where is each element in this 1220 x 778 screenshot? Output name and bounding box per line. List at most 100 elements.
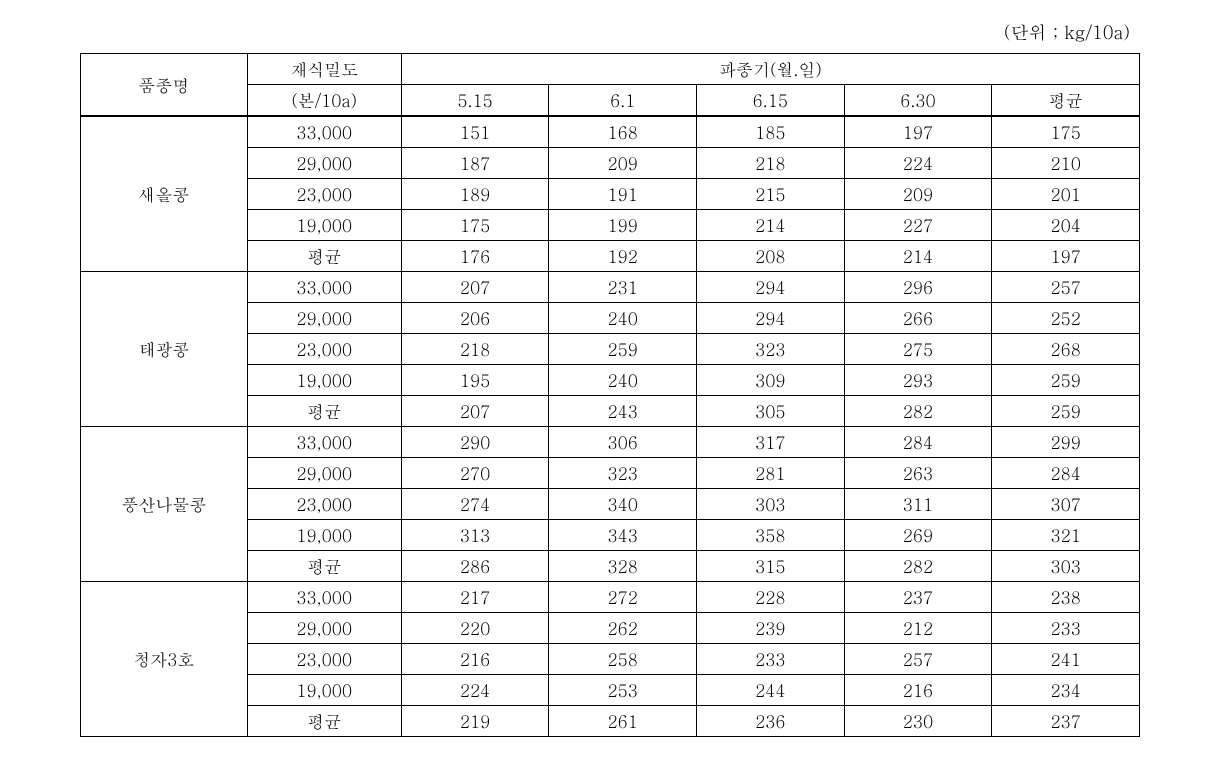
value-cell: 309: [697, 365, 845, 396]
value-cell: 189: [401, 179, 549, 210]
value-cell: 284: [844, 427, 992, 458]
value-cell: 199: [549, 210, 697, 241]
density-cell: 23,000: [247, 179, 401, 210]
header-density-sub: (본/10a): [247, 85, 401, 117]
table-row: 풍산나물콩33,000290306317284299: [81, 427, 1140, 458]
value-cell: 284: [992, 458, 1140, 489]
value-cell: 290: [401, 427, 549, 458]
value-cell: 187: [401, 148, 549, 179]
value-cell: 240: [549, 303, 697, 334]
density-cell: 19,000: [247, 210, 401, 241]
value-cell: 220: [401, 613, 549, 644]
value-cell: 197: [992, 241, 1140, 272]
value-cell: 275: [844, 334, 992, 365]
header-date-1: 6.1: [549, 85, 697, 117]
value-cell: 268: [992, 334, 1140, 365]
value-cell: 209: [549, 148, 697, 179]
value-cell: 240: [549, 365, 697, 396]
value-cell: 317: [697, 427, 845, 458]
value-cell: 299: [992, 427, 1140, 458]
value-cell: 258: [549, 644, 697, 675]
variety-name-cell: 청자3호: [81, 582, 248, 737]
value-cell: 233: [697, 644, 845, 675]
value-cell: 262: [549, 613, 697, 644]
density-cell: 19,000: [247, 520, 401, 551]
value-cell: 307: [992, 489, 1140, 520]
value-cell: 151: [401, 116, 549, 148]
value-cell: 303: [697, 489, 845, 520]
table-body: 새올콩33,00015116818519717529,0001872092182…: [81, 116, 1140, 737]
value-cell: 243: [549, 396, 697, 427]
density-cell: 33,000: [247, 582, 401, 613]
value-cell: 214: [844, 241, 992, 272]
density-cell: 33,000: [247, 272, 401, 303]
value-cell: 282: [844, 396, 992, 427]
value-cell: 263: [844, 458, 992, 489]
value-cell: 286: [401, 551, 549, 582]
value-cell: 305: [697, 396, 845, 427]
density-cell: 33,000: [247, 427, 401, 458]
value-cell: 231: [549, 272, 697, 303]
header-date-3: 6.30: [844, 85, 992, 117]
value-cell: 236: [697, 706, 845, 737]
value-cell: 208: [697, 241, 845, 272]
table-row: 새올콩33,000151168185197175: [81, 116, 1140, 148]
value-cell: 259: [992, 396, 1140, 427]
value-cell: 219: [401, 706, 549, 737]
header-density: 재식밀도: [247, 54, 401, 85]
value-cell: 259: [549, 334, 697, 365]
value-cell: 272: [549, 582, 697, 613]
header-row-1: 품종명 재식밀도 파종기(월.일): [81, 54, 1140, 85]
density-cell: 33,000: [247, 116, 401, 148]
value-cell: 303: [992, 551, 1140, 582]
value-cell: 244: [697, 675, 845, 706]
value-cell: 259: [992, 365, 1140, 396]
value-cell: 293: [844, 365, 992, 396]
density-cell: 19,000: [247, 675, 401, 706]
value-cell: 311: [844, 489, 992, 520]
density-cell: 29,000: [247, 458, 401, 489]
density-cell: 23,000: [247, 489, 401, 520]
value-cell: 192: [549, 241, 697, 272]
value-cell: 313: [401, 520, 549, 551]
value-cell: 234: [992, 675, 1140, 706]
value-cell: 323: [549, 458, 697, 489]
value-cell: 207: [401, 396, 549, 427]
value-cell: 233: [992, 613, 1140, 644]
value-cell: 212: [844, 613, 992, 644]
value-cell: 257: [844, 644, 992, 675]
density-cell: 23,000: [247, 334, 401, 365]
value-cell: 195: [401, 365, 549, 396]
header-average: 평균: [992, 85, 1140, 117]
value-cell: 257: [992, 272, 1140, 303]
value-cell: 207: [401, 272, 549, 303]
value-cell: 237: [992, 706, 1140, 737]
value-cell: 176: [401, 241, 549, 272]
density-cell: 19,000: [247, 365, 401, 396]
value-cell: 175: [401, 210, 549, 241]
density-cell: 평균: [247, 241, 401, 272]
value-cell: 237: [844, 582, 992, 613]
value-cell: 206: [401, 303, 549, 334]
value-cell: 274: [401, 489, 549, 520]
table-row: 태광콩33,000207231294296257: [81, 272, 1140, 303]
density-cell: 23,000: [247, 644, 401, 675]
value-cell: 282: [844, 551, 992, 582]
value-cell: 328: [549, 551, 697, 582]
value-cell: 218: [697, 148, 845, 179]
value-cell: 216: [401, 644, 549, 675]
value-cell: 253: [549, 675, 697, 706]
value-cell: 197: [844, 116, 992, 148]
value-cell: 239: [697, 613, 845, 644]
density-cell: 29,000: [247, 303, 401, 334]
value-cell: 238: [992, 582, 1140, 613]
value-cell: 224: [844, 148, 992, 179]
value-cell: 175: [992, 116, 1140, 148]
value-cell: 358: [697, 520, 845, 551]
value-cell: 168: [549, 116, 697, 148]
value-cell: 306: [549, 427, 697, 458]
density-cell: 29,000: [247, 613, 401, 644]
value-cell: 269: [844, 520, 992, 551]
density-cell: 평균: [247, 396, 401, 427]
value-cell: 230: [844, 706, 992, 737]
